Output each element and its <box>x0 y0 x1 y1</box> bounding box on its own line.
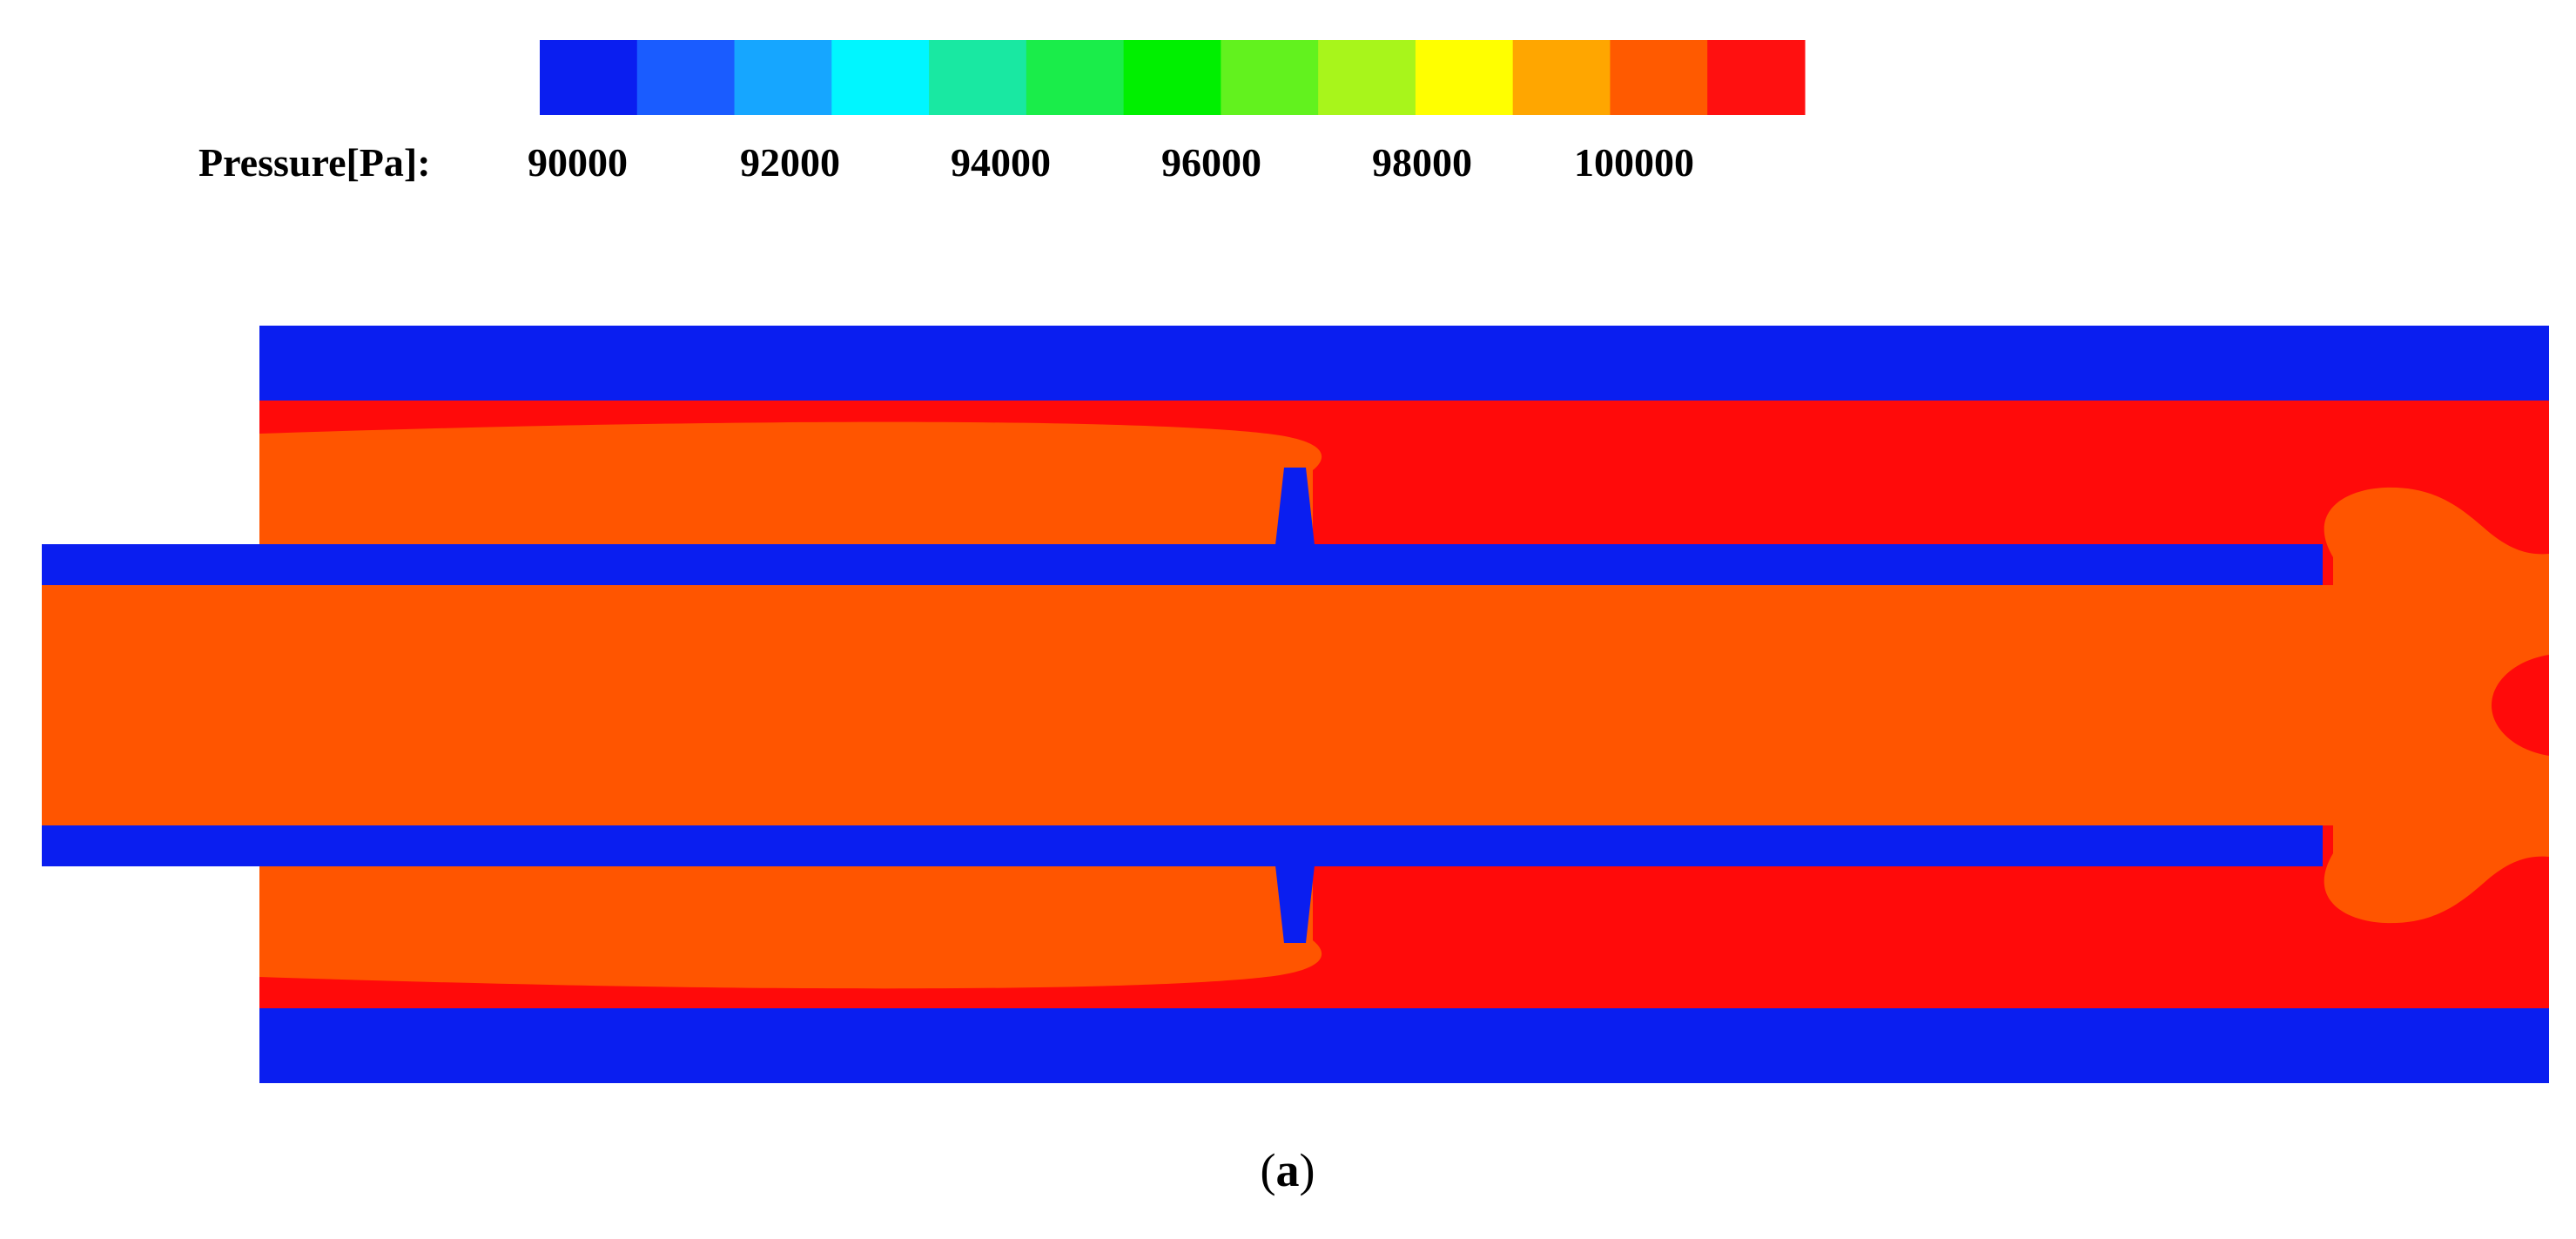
lower-mid-pressure-zone <box>259 866 1322 989</box>
legend-swatch <box>636 40 736 115</box>
legend-swatch <box>1415 40 1514 115</box>
inner-pipe-core-flow <box>42 585 2549 825</box>
caption-letter: a <box>1276 1144 1300 1196</box>
outlet-centerline-high-pressure-blob <box>2492 655 2549 756</box>
outer-wall-bottom <box>259 1008 2549 1083</box>
legend-color-bar <box>540 40 1806 115</box>
legend-tick-label: 96000 <box>1161 140 1261 185</box>
inner-pipe-wall-top <box>42 544 2323 585</box>
outlet-plume-zone <box>2324 487 2549 924</box>
legend-tick-label: 92000 <box>740 140 840 185</box>
legend-tick-label: 100000 <box>1574 140 1694 185</box>
legend-swatch <box>1610 40 1708 115</box>
legend-swatch <box>1512 40 1611 115</box>
outer-wall-top <box>259 326 2549 401</box>
legend-swatch <box>734 40 832 115</box>
legend-swatch <box>540 40 638 115</box>
upper-fin <box>1275 468 1315 545</box>
legend-tick-label: 98000 <box>1372 140 1472 185</box>
legend-swatch <box>1221 40 1319 115</box>
legend-tick-label: 94000 <box>951 140 1051 185</box>
figure-caption: (a) <box>1261 1144 1315 1196</box>
caption-close-paren: ) <box>1300 1144 1315 1196</box>
legend-swatch <box>1026 40 1125 115</box>
upper-mid-pressure-zone <box>259 421 1322 544</box>
legend-swatch <box>1123 40 1221 115</box>
legend-swatch <box>1707 40 1806 115</box>
lower-fin <box>1275 865 1315 943</box>
legend-tick-label: 90000 <box>528 140 628 185</box>
pressure-legend: Pressure[Pa]: 90000 92000 94000 96000 98… <box>198 40 1806 185</box>
legend-swatch <box>929 40 1027 115</box>
legend-tick-labels: 90000 92000 94000 96000 98000 100000 <box>528 140 1694 185</box>
inner-pipe-wall-bottom <box>42 825 2323 866</box>
caption-open-paren: ( <box>1261 1144 1276 1196</box>
legend-swatch <box>831 40 930 115</box>
contour-field <box>42 326 2549 1083</box>
legend-swatch <box>1318 40 1416 115</box>
legend-title: Pressure[Pa]: <box>198 140 431 185</box>
